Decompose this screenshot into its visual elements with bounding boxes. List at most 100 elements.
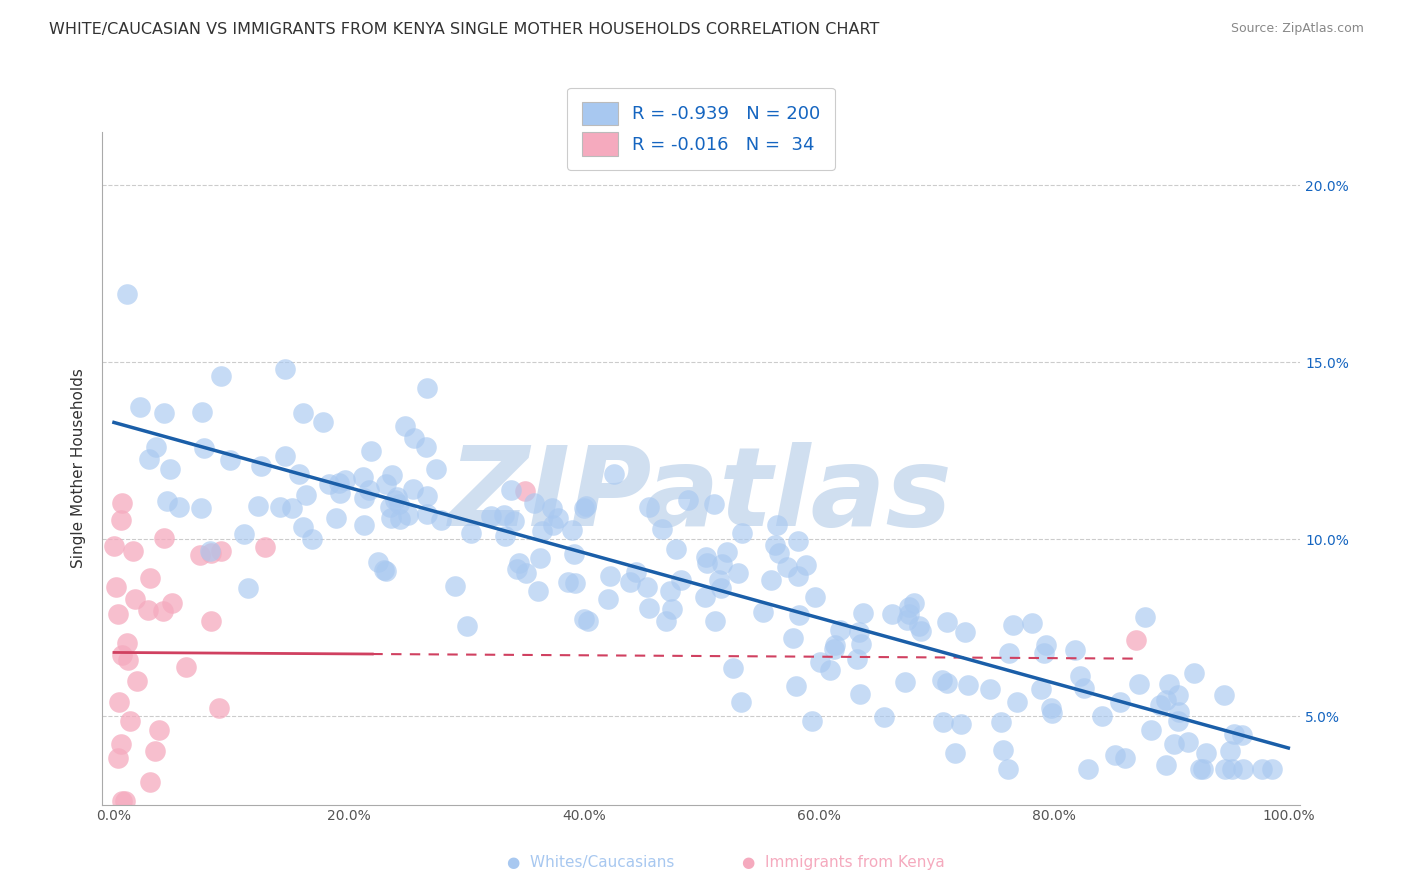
Point: [1168, 705, 1191, 719]
Point: [541, 501, 564, 516]
Point: [626, 565, 648, 579]
Point: [415, 440, 437, 454]
Point: [1213, 762, 1236, 776]
Point: [603, 467, 626, 481]
Point: [823, 642, 845, 657]
Point: [564, 576, 586, 591]
Point: [896, 614, 918, 628]
Point: [430, 513, 453, 527]
Point: [1154, 758, 1177, 772]
Point: [1167, 688, 1189, 702]
Legend: R = -0.939   N = 200, R = -0.016   N =  34: R = -0.939 N = 200, R = -0.016 N = 34: [567, 87, 835, 170]
Point: [159, 462, 181, 476]
Point: [162, 596, 184, 610]
Point: [1114, 750, 1136, 764]
Point: [273, 362, 295, 376]
Point: [360, 443, 382, 458]
Point: [387, 491, 409, 505]
Point: [637, 500, 659, 514]
Point: [152, 604, 174, 618]
Point: [1232, 762, 1254, 776]
Point: [238, 582, 260, 596]
Point: [787, 534, 810, 549]
Point: [800, 714, 823, 729]
Point: [1163, 737, 1185, 751]
Point: [367, 555, 389, 569]
Point: [209, 543, 232, 558]
Point: [492, 508, 515, 523]
Point: [768, 546, 790, 560]
Point: [353, 518, 375, 533]
Point: [541, 518, 564, 533]
Y-axis label: Single Mother Households: Single Mother Households: [72, 368, 86, 568]
Point: [325, 511, 347, 525]
Point: [1125, 633, 1147, 648]
Point: [1194, 746, 1216, 760]
Point: [396, 508, 419, 522]
Point: [129, 401, 152, 415]
Point: [1109, 695, 1132, 709]
Point: [636, 580, 658, 594]
Point: [328, 475, 350, 490]
Point: [1192, 762, 1215, 776]
Point: [118, 714, 141, 728]
Point: [143, 744, 166, 758]
Point: [848, 624, 870, 639]
Point: [661, 601, 683, 615]
Point: [404, 432, 426, 446]
Point: [274, 449, 297, 463]
Point: [508, 556, 530, 570]
Point: [127, 673, 149, 688]
Point: [174, 659, 197, 673]
Point: [388, 497, 411, 511]
Point: [1167, 714, 1189, 729]
Point: [808, 655, 831, 669]
Point: [721, 661, 744, 675]
Point: [1032, 646, 1054, 660]
Point: [997, 762, 1019, 776]
Point: [357, 483, 380, 497]
Point: [596, 592, 619, 607]
Point: [1128, 677, 1150, 691]
Point: [115, 636, 138, 650]
Point: [425, 461, 447, 475]
Point: [111, 648, 134, 662]
Point: [787, 608, 810, 623]
Point: [107, 751, 129, 765]
Point: [318, 477, 340, 491]
Point: [655, 614, 678, 628]
Point: [1104, 747, 1126, 762]
Point: [703, 497, 725, 511]
Point: [460, 526, 482, 541]
Point: [935, 676, 957, 690]
Point: [943, 746, 966, 760]
Point: [416, 381, 439, 395]
Point: [389, 512, 412, 526]
Point: [731, 525, 754, 540]
Point: [1064, 643, 1087, 657]
Point: [1188, 762, 1211, 776]
Point: [908, 618, 931, 632]
Point: [619, 575, 641, 590]
Point: [107, 695, 129, 709]
Point: [373, 563, 395, 577]
Point: [782, 632, 804, 646]
Text: ●  Immigrants from Kenya: ● Immigrants from Kenya: [742, 855, 945, 870]
Point: [1035, 638, 1057, 652]
Point: [1261, 762, 1284, 776]
Point: [115, 287, 138, 301]
Point: [1077, 762, 1099, 776]
Point: [703, 615, 725, 629]
Point: [751, 605, 773, 619]
Point: [138, 452, 160, 467]
Point: [122, 544, 145, 558]
Point: [200, 614, 222, 628]
Point: [156, 493, 179, 508]
Text: ●  Whites/Caucasians: ● Whites/Caucasians: [506, 855, 675, 870]
Point: [499, 483, 522, 497]
Point: [1177, 735, 1199, 749]
Point: [295, 488, 318, 502]
Point: [1213, 688, 1236, 702]
Point: [292, 519, 315, 533]
Point: [218, 453, 240, 467]
